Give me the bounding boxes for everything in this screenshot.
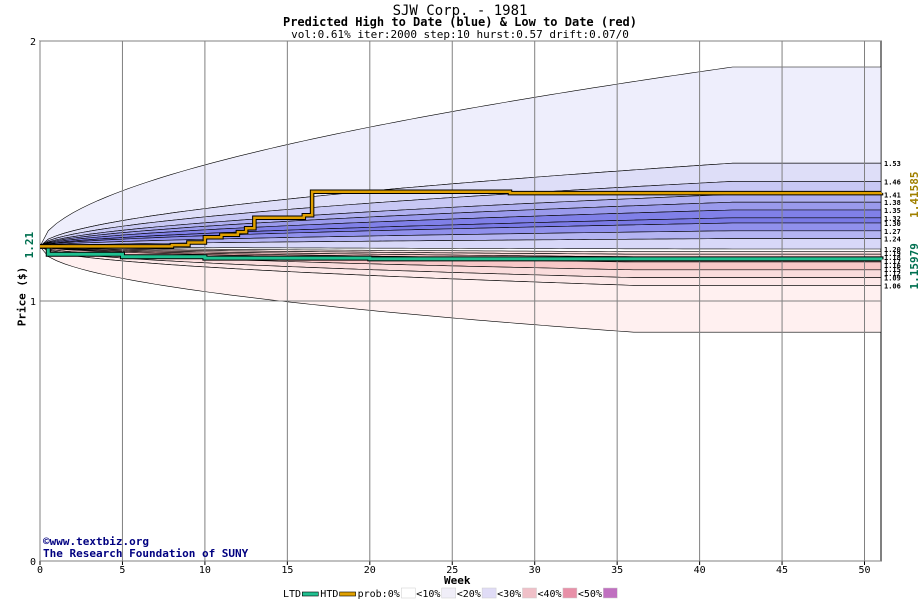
x-tick-label: 20 [364, 565, 376, 576]
band-label: 1.06 [884, 282, 901, 290]
legend-swatch [522, 587, 537, 599]
band-label: 1.19 [884, 250, 901, 258]
x-tick-label: 25 [446, 565, 458, 576]
band-label: 1.12 [884, 270, 901, 278]
band-label: 1.30 [884, 220, 901, 228]
ltd-end-label: 1.15979 [908, 243, 920, 289]
band-label: 1.17 [884, 258, 901, 266]
x-tick-label: 5 [119, 565, 125, 576]
upper-band [39, 238, 882, 250]
htd-line [40, 190, 883, 248]
lower-band [39, 246, 882, 333]
legend-swatch-line [301, 591, 319, 597]
x-tick-label: 15 [281, 565, 293, 576]
legend-swatch [562, 587, 578, 599]
y-tick-label: 2 [30, 37, 36, 48]
y-tick-label: 0 [30, 557, 36, 568]
legend-swatch [481, 587, 497, 599]
band-label: 1.16 [884, 262, 901, 270]
htd-end-label: 1.41585 [908, 172, 920, 218]
chart-params: vol:0.61% iter:2000 step:10 hurst:0.57 d… [291, 28, 629, 41]
y-tick-label: 1 [30, 297, 36, 308]
chart-title: SJW Corp. - 1981 [392, 3, 528, 19]
start-price-label: 1.21 [23, 232, 36, 259]
band-label: 1.20 [884, 246, 901, 254]
legend-label: <40% [538, 589, 562, 600]
ltd-line [40, 244, 883, 261]
band-label: 1.27 [884, 228, 901, 236]
x-tick-label: 50 [858, 565, 870, 576]
x-tick-label: 0 [37, 565, 43, 576]
legend-swatch [441, 587, 456, 599]
legend-swatch [603, 587, 618, 599]
chart-subtitle: Predicted High to Date (blue) & Low to D… [282, 15, 637, 29]
legend-label: HTD [320, 589, 338, 600]
legend-label: <30% [497, 589, 521, 600]
legend-label: LTD [283, 589, 301, 600]
legend-label: prob:0% [358, 589, 400, 600]
x-tick-label: 45 [776, 565, 788, 576]
band-label: 1.41 [884, 191, 901, 199]
band-label: 1.24 [884, 236, 901, 244]
legend-swatch [401, 587, 416, 599]
legend-label: <10% [416, 589, 440, 600]
band-label: 1.09 [884, 275, 901, 283]
x-axis-label: Week [444, 574, 471, 587]
x-tick-label: 40 [694, 565, 706, 576]
legend-label: <50% [578, 589, 602, 600]
band-label: 1.18 [884, 254, 901, 262]
x-tick-label: 30 [529, 565, 541, 576]
band-label: 1.53 [884, 160, 901, 168]
band-label: 1.46 [884, 178, 901, 186]
credit-website: ©www.textbiz.org [43, 535, 149, 548]
band-label: 1.38 [884, 199, 901, 207]
band-label: 1.35 [884, 207, 901, 215]
x-tick-label: 35 [611, 565, 623, 576]
band-label: 1.32 [884, 215, 901, 223]
legend-label: <20% [457, 589, 481, 600]
credit-org: The Research Foundation of SUNY [43, 547, 249, 560]
band-label: 1.15 [884, 266, 901, 274]
legend-swatch-line [339, 591, 356, 597]
x-tick-label: 10 [199, 565, 211, 576]
